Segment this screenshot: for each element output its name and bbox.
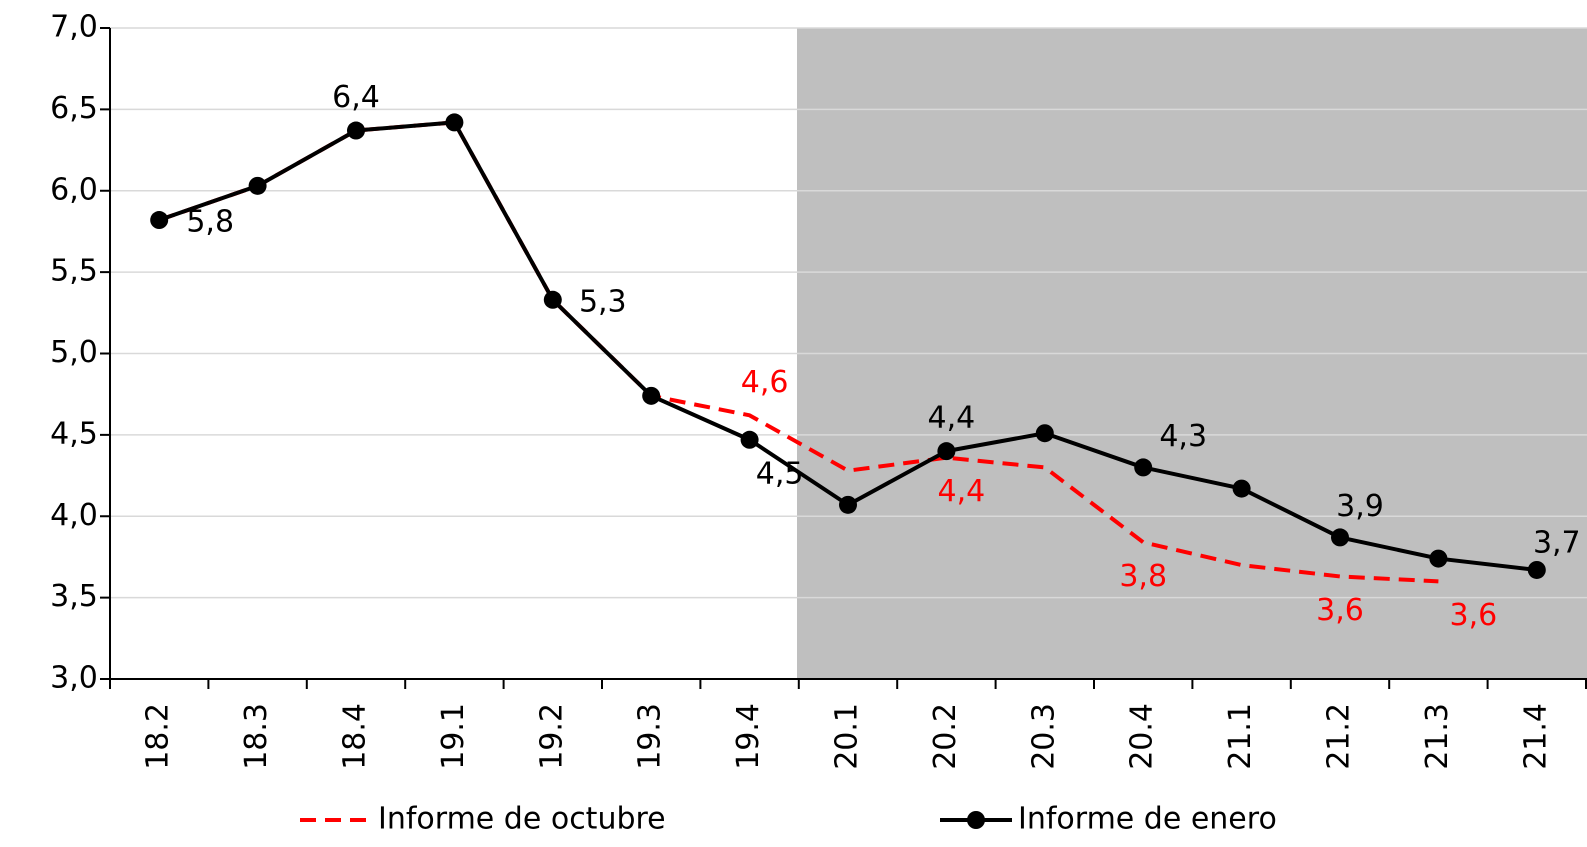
data-label: 3,7 [1533,525,1581,560]
point [1134,458,1153,477]
point [1429,549,1448,568]
point [1232,479,1251,498]
data-label: 4,6 [741,365,789,400]
y-tick-label: 3,0 [50,661,98,696]
x-tick-label: 18.4 [338,703,373,770]
point [1527,560,1546,579]
x-tick-label: 19.4 [731,703,766,770]
point [642,386,661,405]
y-tick-label: 3,5 [50,579,98,614]
y-tick-label: 5,0 [50,335,98,370]
point [839,495,857,514]
x-tick-label: 19.1 [436,703,471,770]
point [740,430,759,449]
x-tick-label: 21.1 [1223,703,1258,770]
data-label: 5,8 [186,205,234,240]
x-tick-label: 19.2 [534,703,569,770]
x-tick-label: 18.3 [239,703,274,770]
x-tick-label: 21.4 [1518,703,1553,770]
point [347,121,365,140]
y-tick-label: 6,0 [50,172,98,207]
x-tick-label: 19.3 [633,703,668,770]
y-tick-label: 5,5 [50,254,98,289]
x-tick-label: 20.4 [1125,703,1160,770]
data-label: 3,8 [1119,559,1167,594]
data-label: 6,4 [332,80,380,115]
y-tick-label: 6,5 [50,91,98,126]
point [248,176,267,195]
legend-marker [967,811,985,829]
point [1331,528,1349,547]
legend-label: Informe de octubre [378,802,666,837]
point [1035,424,1054,443]
y-tick-label: 7,0 [50,10,98,45]
x-tick-label: 20.2 [928,703,963,770]
data-label: 3,6 [1450,598,1498,633]
point [445,113,464,132]
data-label: 4,3 [1159,419,1207,454]
data-label: 3,9 [1336,489,1384,524]
data-label: 5,3 [579,284,627,319]
y-tick-label: 4,0 [50,498,98,533]
x-tick-label: 21.3 [1420,703,1455,770]
data-label: 4,5 [756,456,804,491]
x-tick-label: 20.3 [1026,703,1061,770]
data-label: 3,6 [1316,593,1364,628]
data-label: 4,4 [938,474,986,509]
y-tick-label: 4,5 [50,416,98,451]
point [543,290,562,309]
x-tick-label: 21.2 [1322,703,1357,770]
x-tick-label: 18.2 [141,703,176,770]
point [150,211,169,230]
x-tick-label: 20.1 [830,703,865,770]
point [937,442,956,461]
data-label: 4,4 [928,401,976,436]
legend-label: Informe de enero [1018,802,1277,837]
